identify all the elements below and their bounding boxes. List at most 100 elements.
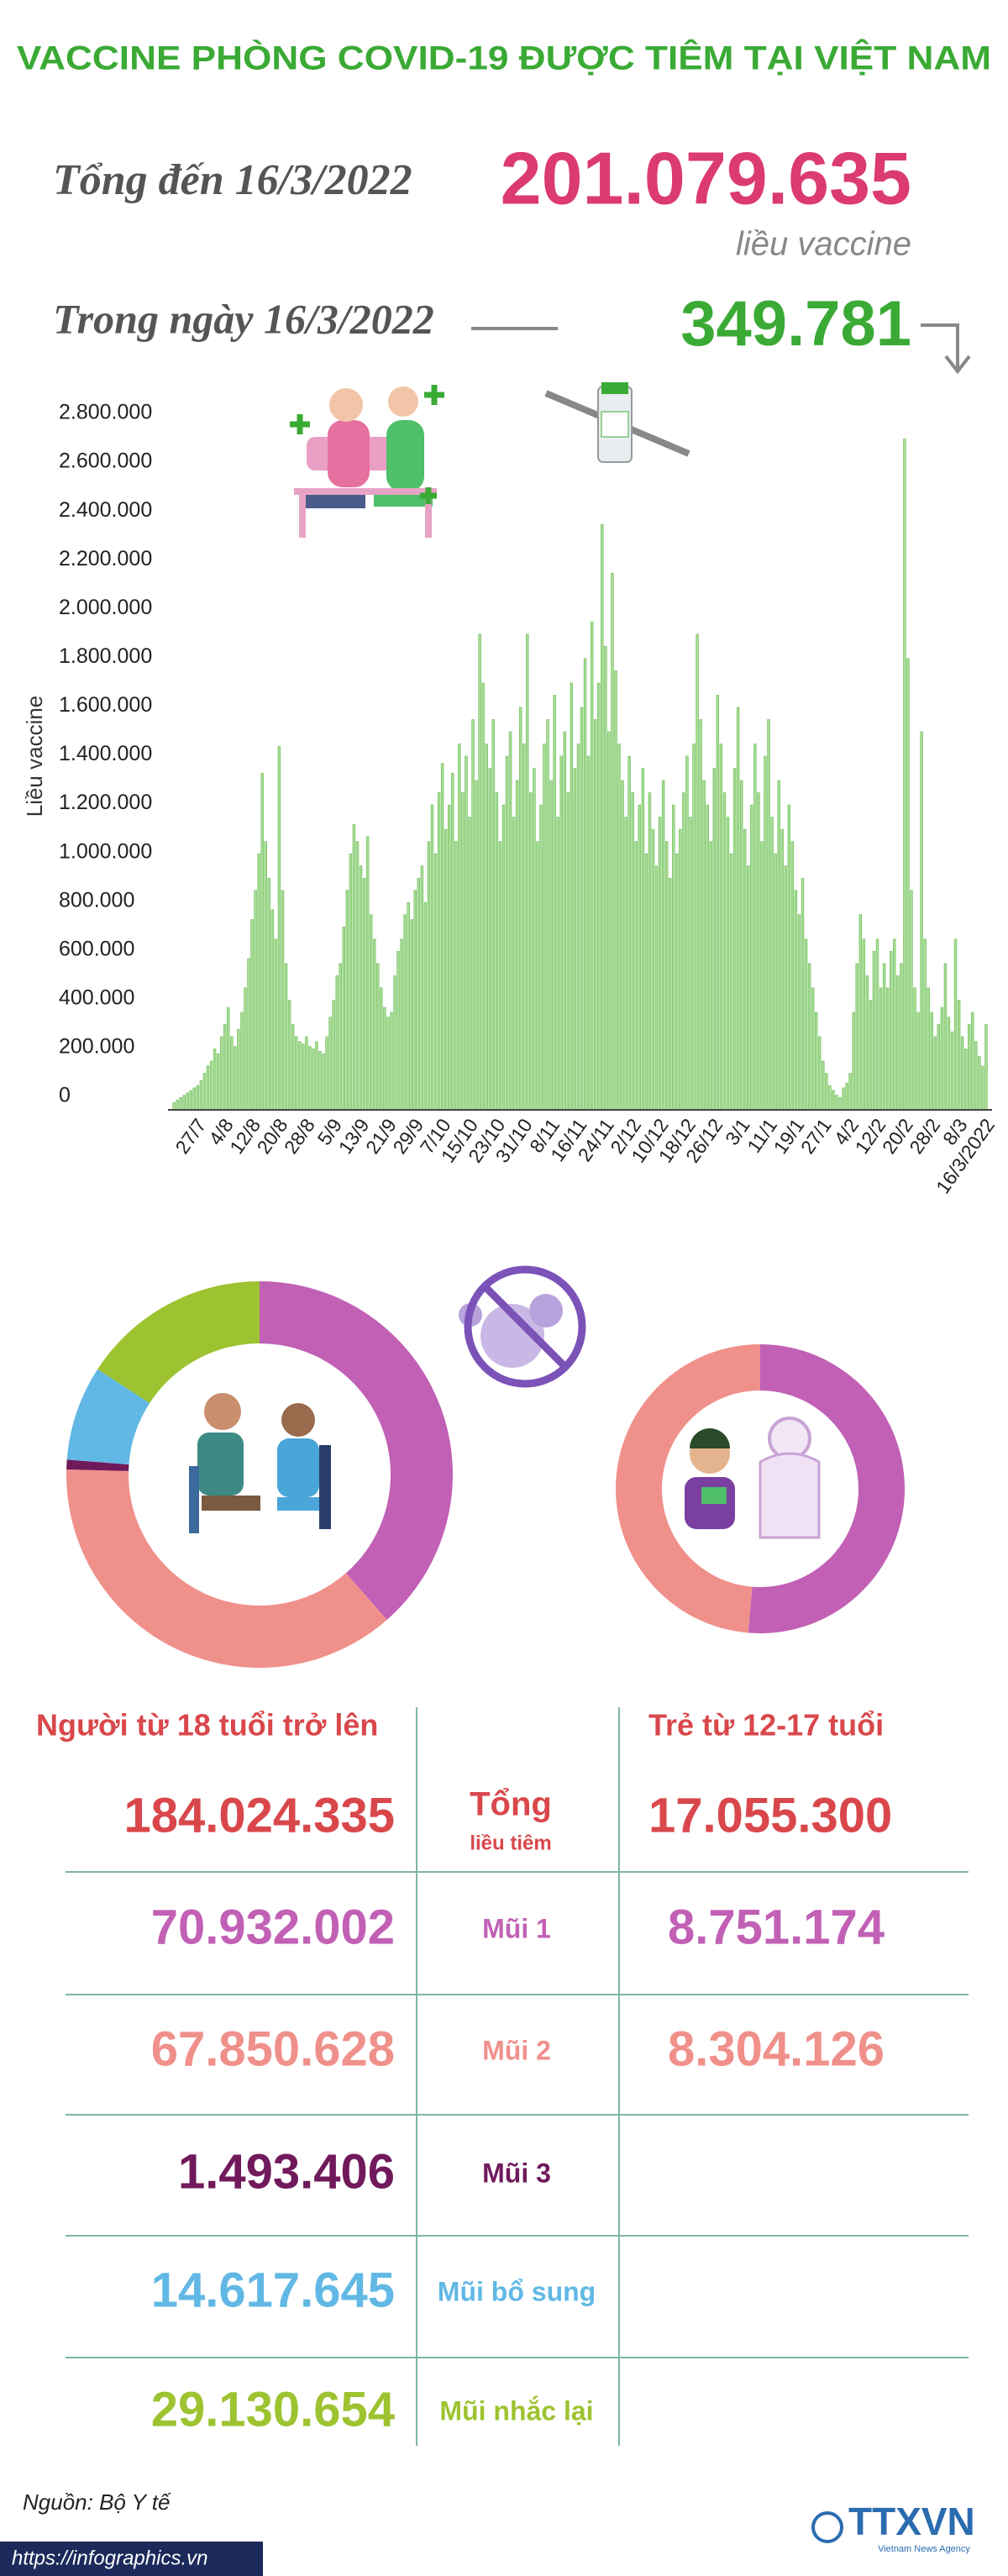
bar	[267, 877, 271, 1111]
bar	[380, 987, 383, 1111]
bar	[624, 817, 627, 1111]
bar	[454, 841, 458, 1111]
row-label: Mũi nhắc lại	[439, 2395, 593, 2426]
bar	[822, 1060, 825, 1111]
y-tick-label: 1.400.000	[59, 742, 152, 765]
bar	[767, 719, 770, 1111]
row-label: Mũi bổ sung	[438, 2276, 596, 2306]
bar	[335, 975, 339, 1111]
total-value: 201.079.635	[501, 136, 911, 219]
bar	[478, 633, 481, 1111]
logo-mark	[811, 2511, 843, 2543]
bar	[732, 768, 737, 1111]
donut-segment	[97, 1281, 260, 1404]
bar	[764, 755, 767, 1111]
y-tick-label: 2.800.000	[59, 401, 152, 424]
bar	[315, 1041, 318, 1111]
bar	[927, 987, 930, 1111]
bar	[305, 1036, 308, 1111]
bar	[950, 1031, 954, 1111]
bar	[974, 1041, 978, 1111]
bar	[342, 926, 346, 1111]
url: https://infographics.vn	[12, 2547, 207, 2569]
bar	[549, 780, 553, 1111]
bar	[963, 1049, 968, 1111]
bar	[893, 938, 896, 1111]
donut-segment	[748, 1344, 905, 1633]
bar	[291, 1024, 295, 1111]
bar	[369, 914, 373, 1111]
total-unit: liều vaccine	[736, 226, 911, 263]
bar	[352, 823, 356, 1111]
bar	[862, 938, 866, 1111]
bar	[739, 780, 743, 1111]
bar	[287, 1000, 291, 1111]
bar	[971, 1012, 974, 1111]
total-children: 17.055.300	[648, 1788, 892, 1843]
bar	[430, 804, 434, 1111]
bar	[654, 865, 659, 1111]
bar	[444, 828, 448, 1111]
bar	[648, 792, 652, 1111]
bar	[206, 1065, 210, 1111]
y-tick-label: 2.000.000	[59, 596, 152, 619]
row-label: Mũi 1	[482, 1913, 551, 1943]
bar	[930, 1012, 933, 1111]
bar	[570, 682, 574, 1111]
bar	[611, 572, 614, 1111]
child-value: 8.304.126	[668, 2021, 885, 2076]
bar	[879, 987, 883, 1111]
bar	[896, 975, 900, 1111]
bar	[396, 950, 400, 1111]
today-label: Trong ngày 16/3/2022	[53, 295, 434, 342]
bar	[597, 682, 601, 1111]
bar	[553, 695, 556, 1111]
bar	[345, 890, 349, 1111]
bar	[240, 1012, 244, 1111]
bar	[621, 780, 624, 1111]
bar	[213, 1049, 217, 1111]
bar	[440, 763, 444, 1111]
today-value: 349.781	[680, 288, 911, 360]
bar	[658, 817, 662, 1111]
y-tick-label: 1.200.000	[59, 791, 152, 814]
bar	[264, 841, 267, 1111]
bar	[981, 1065, 984, 1111]
bar	[393, 975, 396, 1111]
bar	[196, 1085, 200, 1111]
bar	[913, 987, 916, 1111]
bar	[916, 1012, 920, 1111]
bar	[526, 633, 529, 1111]
vaccine-illustration	[544, 382, 690, 463]
bar	[202, 1073, 207, 1111]
bar	[298, 1041, 302, 1111]
bar	[593, 719, 597, 1111]
bar	[247, 958, 250, 1111]
bar	[199, 1080, 203, 1111]
bar	[722, 792, 727, 1111]
bar	[209, 1060, 213, 1111]
bar	[505, 755, 509, 1111]
bar	[889, 950, 893, 1111]
bar	[750, 804, 753, 1111]
bar	[277, 746, 281, 1111]
row-label: Mũi 3	[482, 2158, 551, 2188]
down-arrow	[921, 323, 971, 375]
bar	[237, 1028, 240, 1111]
bar	[825, 1073, 828, 1111]
bar	[882, 963, 886, 1111]
bar	[182, 1095, 186, 1111]
bar	[536, 841, 539, 1111]
bar	[244, 987, 247, 1111]
bar	[437, 792, 441, 1111]
bar	[580, 707, 584, 1111]
bar	[790, 841, 795, 1111]
bar	[508, 731, 512, 1111]
y-tick-label: 0	[59, 1084, 71, 1107]
bar	[852, 1012, 855, 1111]
bar	[400, 938, 403, 1111]
bar	[172, 1101, 176, 1111]
bar	[543, 744, 546, 1111]
bar	[583, 658, 587, 1111]
